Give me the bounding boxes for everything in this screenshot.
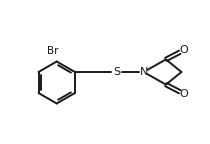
Text: S: S bbox=[113, 67, 120, 77]
Text: Br: Br bbox=[47, 46, 58, 56]
Text: O: O bbox=[180, 45, 188, 55]
Text: O: O bbox=[180, 89, 188, 99]
Text: N: N bbox=[139, 67, 148, 77]
